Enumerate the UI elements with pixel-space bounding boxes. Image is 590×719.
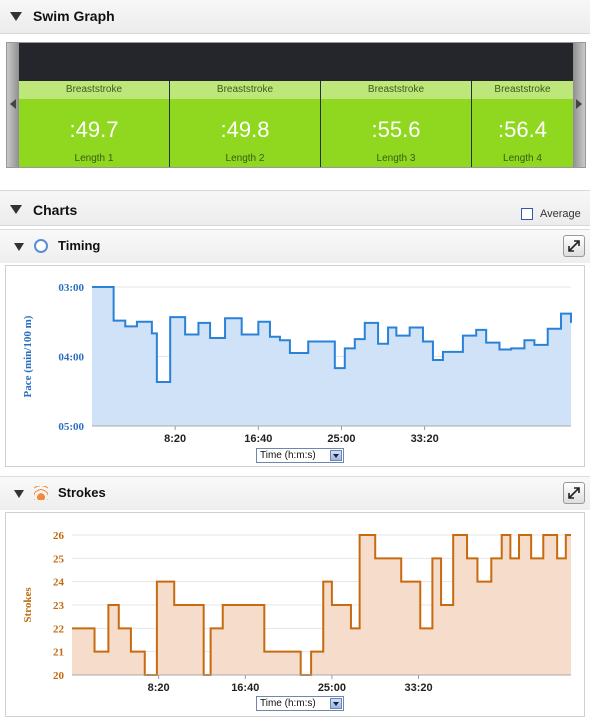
strokes-area [72,535,571,675]
timing-y-axis-label: Pace (min/100 m) [22,315,34,397]
length-number: Length 3 [376,153,416,164]
collapse-triangle-icon[interactable] [14,490,24,498]
strokes-header[interactable]: Strokes [0,476,590,510]
swim-graph-strip: Breaststroke :49.7 Length 1 Breaststroke… [6,42,586,168]
strokes-y-tick-label: 25 [53,553,65,565]
strokes-x-axis-select[interactable]: Time (h:m:s) [256,696,344,711]
strokes-x-axis-select-value: Time (h:m:s) [260,698,316,709]
strokes-y-tick-label: 24 [53,577,65,589]
timing-y-tick-label: 04:00 [58,352,84,364]
length-card[interactable]: Breaststroke :49.8 Length 2 [170,81,321,167]
lengths-row: Breaststroke :49.7 Length 1 Breaststroke… [19,81,573,167]
length-number: Length 1 [74,153,114,164]
length-time: :55.6 [371,117,421,142]
strokes-x-tick-label: 33:20 [404,682,432,694]
charts-title: Charts [33,202,78,218]
length-stroke-label: Breaststroke [19,81,169,99]
strokes-y-axis-label: Strokes [22,587,34,623]
timing-x-tick-label: 8:20 [164,433,186,445]
clock-icon [34,239,48,253]
expand-timing-button[interactable] [563,235,585,257]
right-arrow-icon [576,99,582,109]
swim-graph-header[interactable]: Swim Graph [0,0,590,34]
expand-icon [568,240,580,252]
timing-x-tick-label: 33:20 [411,433,439,445]
length-time: :56.4 [498,117,547,142]
timing-chart: 03:00 04:00 05:00 8:20 16:40 25:00 33:20 Pace (… [22,282,572,445]
strokes-x-tick-label: 8:20 [148,682,170,694]
timing-series-line [92,286,572,383]
chevron-down-icon[interactable] [330,698,342,709]
average-label: Average [540,208,581,220]
average-checkbox[interactable] [521,208,533,220]
timing-chart-panel: 03:00 04:00 05:00 8:20 16:40 25:00 33:20 Pace (… [5,265,585,467]
strokes-x-tick-label: 16:40 [231,682,259,694]
strokes-x-tick-label: 25:00 [318,682,346,694]
strokes-y-tick-label: 20 [53,670,65,682]
charts-header[interactable]: Charts Average [0,190,590,226]
left-arrow-icon [10,99,16,109]
length-card[interactable]: Breaststroke :49.7 Length 1 [19,81,170,167]
timing-y-tick-label: 05:00 [58,421,84,433]
swim-graph-band [7,43,585,81]
length-number: Length 4 [503,153,542,164]
strokes-y-tick-label: 23 [53,600,65,612]
timing-title: Timing [58,238,101,253]
timing-x-axis-select[interactable]: Time (h:m:s) [256,448,344,463]
length-stroke-label: Breaststroke [472,81,573,99]
expand-icon [568,487,580,499]
signal-icon [34,486,48,500]
timing-header[interactable]: Timing [0,229,590,263]
collapse-triangle-icon[interactable] [10,12,22,21]
length-time: :49.7 [69,117,119,142]
timing-y-tick-label: 03:00 [58,282,84,294]
timing-x-tick-label: 16:40 [244,433,272,445]
collapse-triangle-icon[interactable] [10,205,22,214]
strokes-y-tick-label: 21 [53,647,64,659]
length-time: :49.8 [220,117,270,142]
timing-x-tick-label: 25:00 [327,433,355,445]
timing-area [92,287,571,426]
strokes-y-tick-label: 26 [53,530,65,542]
strokes-title: Strokes [58,485,106,500]
scroll-left-button[interactable] [7,43,19,167]
length-card[interactable]: Breaststroke :55.6 Length 3 [321,81,472,167]
length-stroke-label: Breaststroke [321,81,471,99]
expand-strokes-button[interactable] [563,482,585,504]
length-stroke-label: Breaststroke [170,81,320,99]
length-number: Length 2 [225,153,265,164]
timing-x-axis-select-value: Time (h:m:s) [260,450,316,461]
swim-graph-title: Swim Graph [33,8,115,24]
strokes-chart-panel: 20 21 22 23 24 25 26 8:20 16:40 25:00 33:20 Strokes… [5,512,585,717]
collapse-triangle-icon[interactable] [14,243,24,251]
strokes-chart: 20 21 22 23 24 25 26 8:20 16:40 25:00 33:20 Strokes [22,530,571,694]
scroll-right-button[interactable] [573,43,585,167]
length-card[interactable]: Breaststroke :56.4 Length 4 [472,81,573,167]
strokes-y-tick-label: 22 [53,623,65,635]
chevron-down-icon[interactable] [330,450,342,461]
